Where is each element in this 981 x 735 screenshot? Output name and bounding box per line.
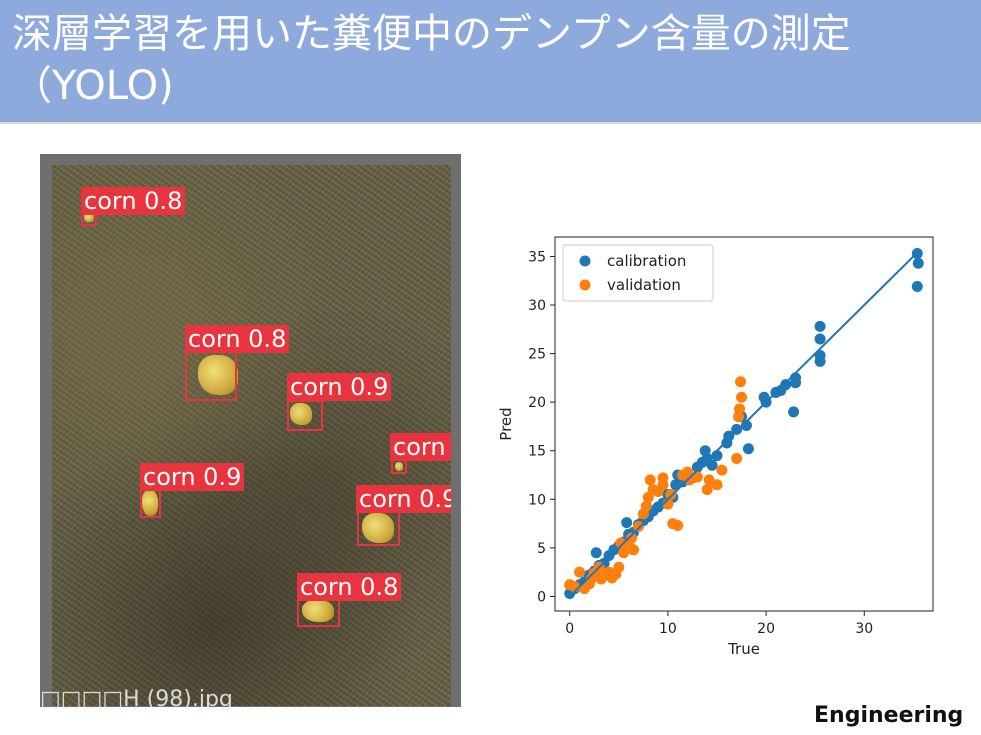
detection-label: corn 0.8 [185,325,290,353]
y-tick-label: 20 [528,395,546,411]
title-divider [0,122,981,124]
y-tick-label: 10 [528,492,546,508]
validation-point [703,474,715,486]
validation-point [711,479,723,491]
validation-point [672,520,684,532]
calibration-point [814,320,826,332]
calibration-point [731,423,743,435]
validation-point [716,464,728,476]
corn-kernel [84,213,94,222]
validation-point [640,500,652,512]
y-tick-label: 30 [528,298,546,314]
scatter-plot: 0 10 20 30 0 5 10 15 20 25 30 35 True Pred calibration… [497,236,934,658]
validation-point [736,391,748,403]
detection-box [287,400,323,431]
y-tick-label: 5 [537,541,546,557]
calibration-point [621,517,633,529]
validation-point [665,488,677,500]
detection-image: corn 0.8 corn 0.8 corn 0.9 corn 0 corn 0… [52,165,451,706]
detection-label: corn 0.9 [287,373,392,401]
detection-label: corn 0.9 [356,485,451,513]
detection-label: corn 0.8 [81,187,186,215]
corn-kernel [302,600,334,622]
corn-kernel [362,513,394,543]
image-filename: □□□□H (98).jpg [40,687,233,712]
legend-marker-validation [579,279,591,291]
legend-marker-calibration [579,255,591,267]
calibration-point [590,547,602,559]
corn-kernel [142,490,158,516]
legend-label-validation: validation [607,276,681,294]
x-tick-label: 10 [659,621,677,637]
detection-box [297,597,340,627]
y-tick-label: 35 [528,249,546,265]
detection-label: corn 0 [390,433,451,461]
legend-label-calibration: calibration [607,252,686,270]
calibration-point [742,443,754,455]
x-tick-label: 20 [757,621,775,637]
detection-box [357,511,400,546]
detection-label: corn 0.8 [297,573,402,601]
validation-point [626,532,638,544]
x-tick-label: 0 [565,621,574,637]
validation-point [701,484,713,496]
x-axis-label: True [727,640,760,658]
validation-point [644,474,656,486]
validation-point [735,376,747,388]
corn-kernel [290,403,312,425]
detection-box [140,487,161,518]
validation-point [628,544,640,556]
calibration-point [814,333,826,345]
y-axis-label: Pred [497,407,515,440]
calibration-point [780,379,792,391]
y-tick-label: 25 [528,347,546,363]
validation-point [731,452,743,464]
y-tick-label: 15 [528,444,546,460]
fit-line [569,250,919,598]
calibration-point [912,257,924,269]
detection-box [185,351,237,401]
calibration-point [911,281,923,293]
corn-kernel [198,355,238,395]
calibration-point [788,406,800,418]
validation-point [613,561,625,573]
title-bar: 深層学習を用いた糞便中のデンプン含量の測定 （YOLO) [0,0,981,122]
detection-label: corn 0.9 [140,463,245,491]
calibration-point [699,445,711,457]
validation-point [574,566,586,578]
corn-kernel [395,462,403,471]
y-tick-label: 0 [537,589,546,605]
validation-point [657,472,669,484]
slide-title: 深層学習を用いた糞便中のデンプン含量の測定 （YOLO) [12,11,851,109]
calibration-point [706,459,718,471]
calibration-point [723,430,735,442]
legend [562,244,714,302]
validation-point [632,520,644,532]
calibration-point [740,419,752,431]
calibration-point [814,355,826,367]
footer-tag: Engineering [814,703,964,728]
x-tick-label: 30 [855,621,873,637]
validation-point [734,403,746,415]
